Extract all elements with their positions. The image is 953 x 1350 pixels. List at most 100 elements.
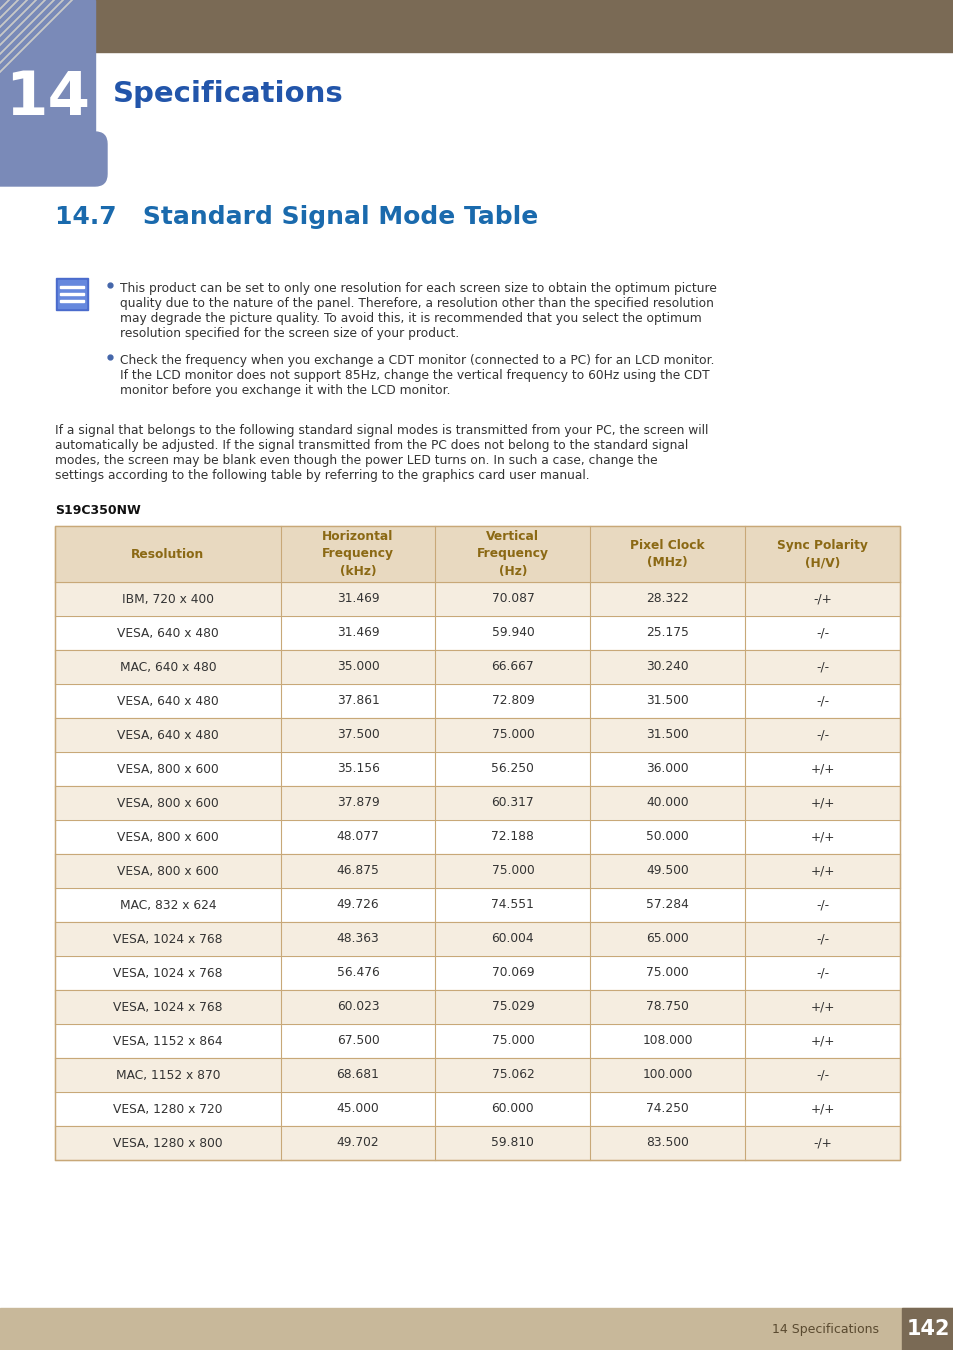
Text: -/+: -/+ [812,593,831,606]
Text: 14: 14 [5,69,90,128]
Bar [60,300,84,302]
Text: 68.681: 68.681 [336,1068,379,1081]
Text: resolution specified for the screen size of your product.: resolution specified for the screen size… [120,327,458,340]
Text: quality due to the nature of the panel. Therefore, a resolution other than the s: quality due to the nature of the panel. … [120,297,713,310]
Text: 60.023: 60.023 [336,1000,379,1014]
Text: -/-: -/- [815,626,828,640]
Text: Resolution: Resolution [132,548,204,560]
Text: IBM, 720 x 400: IBM, 720 x 400 [122,593,213,606]
Text: 49.500: 49.500 [646,864,688,878]
Text: 72.188: 72.188 [491,830,534,844]
Text: 49.726: 49.726 [336,899,379,911]
Bar [55,526,899,582]
Text: 37.861: 37.861 [336,694,379,707]
Text: -/+: -/+ [812,1137,831,1149]
Text: -/-: -/- [815,694,828,707]
Text: Vertical
Frequency
(Hz): Vertical Frequency (Hz) [476,531,548,578]
Text: MAC, 640 x 480: MAC, 640 x 480 [119,660,216,674]
Text: 50.000: 50.000 [646,830,688,844]
Text: 48.363: 48.363 [336,933,379,945]
Text: VESA, 800 x 600: VESA, 800 x 600 [117,796,218,810]
Text: 56.476: 56.476 [336,967,379,980]
Bar [55,990,899,1025]
Text: +/+: +/+ [809,763,834,775]
Text: 65.000: 65.000 [646,933,688,945]
Text: 31.500: 31.500 [646,729,688,741]
Text: Check the frequency when you exchange a CDT monitor (connected to a PC) for an L: Check the frequency when you exchange a … [120,354,714,367]
Text: +/+: +/+ [809,864,834,878]
Text: 74.250: 74.250 [646,1103,688,1115]
Text: If a signal that belongs to the following standard signal modes is transmitted f: If a signal that belongs to the followin… [55,424,708,437]
Text: 142: 142 [905,1319,949,1339]
Text: -/-: -/- [815,933,828,945]
Text: Pixel Clock
(MHz): Pixel Clock (MHz) [630,539,704,568]
Bar [55,1058,899,1092]
Text: 14.7   Standard Signal Mode Table: 14.7 Standard Signal Mode Table [55,205,537,230]
Text: 75.000: 75.000 [646,967,688,980]
Text: 59.810: 59.810 [491,1137,534,1149]
Text: 72.809: 72.809 [491,694,534,707]
Text: 37.879: 37.879 [336,796,379,810]
Text: may degrade the picture quality. To avoid this, it is recommended that you selec: may degrade the picture quality. To avoi… [120,312,701,325]
Bar [55,1126,899,1160]
Text: VESA, 1024 x 768: VESA, 1024 x 768 [113,1000,222,1014]
Bar [901,1308,953,1350]
Text: 31.500: 31.500 [646,694,688,707]
Text: VESA, 1152 x 864: VESA, 1152 x 864 [112,1034,222,1048]
Text: Sync Polarity
(H/V): Sync Polarity (H/V) [777,539,867,568]
Text: 75.000: 75.000 [491,729,534,741]
Text: -/-: -/- [815,899,828,911]
Text: 57.284: 57.284 [645,899,688,911]
Bar [55,616,899,649]
Bar [55,855,899,888]
Text: VESA, 800 x 600: VESA, 800 x 600 [117,830,218,844]
Bar [55,819,899,855]
Text: 75.000: 75.000 [491,864,534,878]
Text: VESA, 640 x 480: VESA, 640 x 480 [117,626,218,640]
Text: -/-: -/- [815,967,828,980]
Text: S19C350NW: S19C350NW [55,504,141,517]
Text: VESA, 800 x 600: VESA, 800 x 600 [117,763,218,775]
Text: 83.500: 83.500 [645,1137,688,1149]
Text: 67.500: 67.500 [336,1034,379,1048]
Text: 56.250: 56.250 [491,763,534,775]
Text: modes, the screen may be blank even though the power LED turns on. In such a cas: modes, the screen may be blank even thou… [55,454,657,467]
Text: 31.469: 31.469 [336,626,379,640]
Bar [55,888,899,922]
Text: 59.940: 59.940 [491,626,534,640]
Text: 60.000: 60.000 [491,1103,534,1115]
Text: 70.069: 70.069 [491,967,534,980]
FancyBboxPatch shape [0,132,107,186]
Text: 46.875: 46.875 [336,864,379,878]
Bar [55,786,899,819]
Bar [60,286,84,288]
Text: 25.175: 25.175 [645,626,688,640]
Text: +/+: +/+ [809,796,834,810]
Bar [55,526,899,1160]
Text: -/-: -/- [815,1068,828,1081]
Text: MAC, 832 x 624: MAC, 832 x 624 [119,899,216,911]
Bar [55,649,899,684]
Bar [55,1092,899,1126]
Text: Horizontal
Frequency
(kHz): Horizontal Frequency (kHz) [322,531,394,578]
Text: VESA, 1024 x 768: VESA, 1024 x 768 [113,967,222,980]
Text: VESA, 1280 x 720: VESA, 1280 x 720 [113,1103,222,1115]
Text: VESA, 800 x 600: VESA, 800 x 600 [117,864,218,878]
Text: -/-: -/- [815,729,828,741]
Bar [58,279,86,308]
Text: 70.087: 70.087 [491,593,534,606]
Text: 75.000: 75.000 [491,1034,534,1048]
Text: -/-: -/- [815,660,828,674]
Text: 37.500: 37.500 [336,729,379,741]
Text: 60.004: 60.004 [491,933,534,945]
Text: 60.317: 60.317 [491,796,534,810]
Text: Specifications: Specifications [112,80,343,108]
Text: 108.000: 108.000 [641,1034,692,1048]
Bar [55,582,899,616]
Text: 78.750: 78.750 [645,1000,688,1014]
Text: +/+: +/+ [809,1000,834,1014]
Text: MAC, 1152 x 870: MAC, 1152 x 870 [115,1068,220,1081]
Text: +/+: +/+ [809,1103,834,1115]
Text: +/+: +/+ [809,830,834,844]
Text: 74.551: 74.551 [491,899,534,911]
